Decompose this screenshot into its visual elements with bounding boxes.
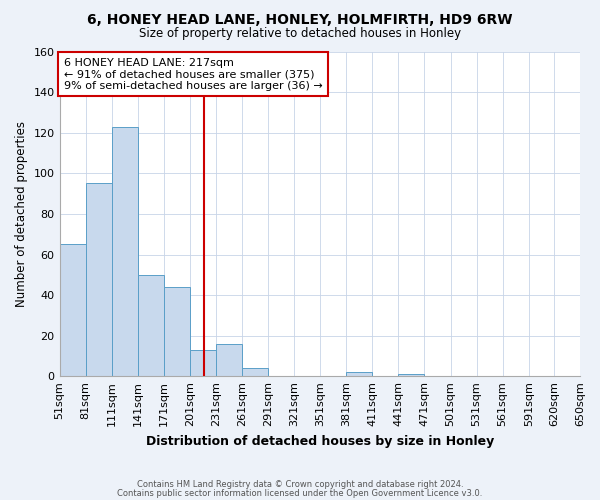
Bar [164, 287, 190, 376]
Text: Contains HM Land Registry data © Crown copyright and database right 2024.: Contains HM Land Registry data © Crown c… [137, 480, 463, 489]
Bar [112, 126, 138, 376]
Bar [216, 344, 242, 376]
Bar [138, 275, 164, 376]
Text: Size of property relative to detached houses in Honley: Size of property relative to detached ho… [139, 28, 461, 40]
Bar [398, 374, 424, 376]
Text: 6 HONEY HEAD LANE: 217sqm
← 91% of detached houses are smaller (375)
9% of semi-: 6 HONEY HEAD LANE: 217sqm ← 91% of detac… [64, 58, 323, 91]
Bar [242, 368, 268, 376]
X-axis label: Distribution of detached houses by size in Honley: Distribution of detached houses by size … [146, 434, 494, 448]
Bar [346, 372, 373, 376]
Y-axis label: Number of detached properties: Number of detached properties [15, 121, 28, 307]
Bar [190, 350, 216, 376]
Bar [86, 184, 112, 376]
Bar [59, 244, 86, 376]
Text: 6, HONEY HEAD LANE, HONLEY, HOLMFIRTH, HD9 6RW: 6, HONEY HEAD LANE, HONLEY, HOLMFIRTH, H… [87, 12, 513, 26]
Text: Contains public sector information licensed under the Open Government Licence v3: Contains public sector information licen… [118, 489, 482, 498]
